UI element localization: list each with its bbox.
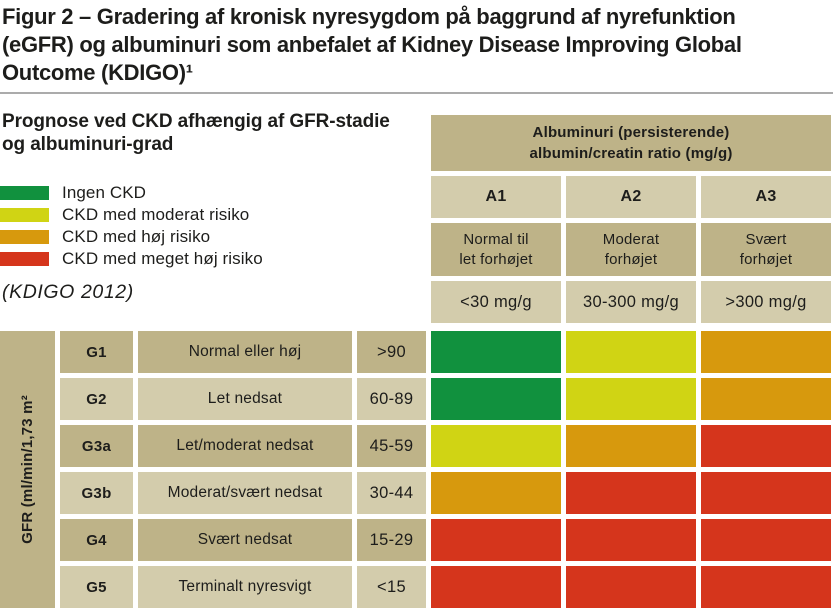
prognosis-heading-line: og albuminuri-grad: [2, 134, 174, 155]
gfr-code-g2: G2: [60, 378, 133, 420]
albuminuria-range-a2: 30-300 mg/g: [566, 281, 696, 323]
gfr-code-g3a: G3a: [60, 425, 133, 467]
legend-item: CKD med meget høj risiko: [0, 249, 263, 268]
figure-title-line: Figur 2 – Gradering af kronisk nyresygdo…: [2, 4, 736, 29]
legend-swatch-yellow: [0, 208, 49, 222]
albuminuria-description-a2: Moderat forhøjet: [566, 223, 696, 276]
legend-item: CKD med høj risiko: [0, 227, 263, 246]
albuminuria-description-line: forhøjet: [739, 250, 793, 268]
gfr-axis-label: GFR (ml/min/1,73 m²: [19, 395, 37, 544]
gfr-range-g3b: 30-44: [357, 472, 426, 514]
legend-swatch-red: [0, 252, 49, 266]
albuminuria-code-a1: A1: [431, 176, 561, 218]
risk-cell-g4-a2: [566, 519, 696, 561]
gfr-code-g5: G5: [60, 566, 133, 608]
risk-cell-g4-a3: [701, 519, 831, 561]
albuminuria-description-a1: Normal til let forhøjet: [431, 223, 561, 276]
risk-cell-g3a-a2: [566, 425, 696, 467]
risk-cell-g2-a3: [701, 378, 831, 420]
figure-title-line: (eGFR) og albuminuri som anbefalet af Ki…: [2, 32, 742, 57]
risk-cell-g3b-a1: [431, 472, 561, 514]
albuminuria-code-a3: A3: [701, 176, 831, 218]
gfr-description-g5: Terminalt nyresvigt: [138, 566, 352, 608]
prognosis-heading-line: Prognose ved CKD afhængig af GFR-stadie: [2, 111, 390, 132]
albuminuria-description-line: Normal til: [463, 230, 529, 248]
gfr-code-g1: G1: [60, 331, 133, 373]
albuminuria-range-a3: >300 mg/g: [701, 281, 831, 323]
risk-cell-g5-a2: [566, 566, 696, 608]
legend-label: CKD med moderat risiko: [62, 205, 250, 224]
legend-label: CKD med høj risiko: [62, 227, 211, 246]
albuminuria-description-line: Svært: [745, 230, 787, 248]
risk-legend: Ingen CKD CKD med moderat risiko CKD med h…: [0, 183, 263, 268]
gfr-code-g3b: G3b: [60, 472, 133, 514]
gfr-range-g1: >90: [357, 331, 426, 373]
figure-title: Figur 2 – Gradering af kronisk nyresygdo…: [2, 3, 742, 87]
gfr-risk-matrix: GFR (ml/min/1,73 m² G1 Normal eller høj >9…: [0, 331, 831, 608]
albuminuria-description-line: forhøjet: [604, 250, 658, 268]
risk-cell-g4-a1: [431, 519, 561, 561]
gfr-range-g4: 15-29: [357, 519, 426, 561]
risk-cell-g2-a1: [431, 378, 561, 420]
legend-item: CKD med moderat risiko: [0, 205, 263, 224]
legend-swatch-green: [0, 186, 49, 200]
gfr-description-g4: Svært nedsat: [138, 519, 352, 561]
risk-cell-g1-a2: [566, 331, 696, 373]
risk-cell-g3a-a3: [701, 425, 831, 467]
albuminuria-description-a3: Svært forhøjet: [701, 223, 831, 276]
albuminuria-code-a2: A2: [566, 176, 696, 218]
risk-cell-g5-a3: [701, 566, 831, 608]
risk-cell-g3b-a2: [566, 472, 696, 514]
albuminuria-header-line2: albumin/creatin ratio (mg/g): [529, 145, 733, 162]
albuminuria-range-a1: <30 mg/g: [431, 281, 561, 323]
albuminuria-description-line: let forhøjet: [459, 250, 533, 268]
gfr-description-g3a: Let/moderat nedsat: [138, 425, 352, 467]
gfr-description-g3b: Moderat/svært nedsat: [138, 472, 352, 514]
legend-item: Ingen CKD: [0, 183, 263, 202]
legend-swatch-orange: [0, 230, 49, 244]
prognosis-heading: Prognose ved CKD afhængig af GFR-stadie o…: [2, 110, 390, 156]
gfr-axis-strip: GFR (ml/min/1,73 m²: [0, 331, 55, 608]
risk-cell-g5-a1: [431, 566, 561, 608]
risk-cell-g1-a3: [701, 331, 831, 373]
figure-title-line: Outcome (KDIGO)¹: [2, 60, 193, 85]
albuminuria-description-line: Moderat: [602, 230, 660, 248]
albuminuria-header-line1: Albuminuri (persisterende): [532, 124, 730, 141]
albuminuria-header-table: Albuminuri (persisterende) albumin/creat…: [431, 115, 831, 323]
legend-label: CKD med meget høj risiko: [62, 249, 263, 268]
risk-cell-g2-a2: [566, 378, 696, 420]
albuminuria-header-cell: Albuminuri (persisterende) albumin/creat…: [431, 115, 831, 171]
gfr-range-g2: 60-89: [357, 378, 426, 420]
legend-label: Ingen CKD: [62, 183, 147, 202]
gfr-range-g3a: 45-59: [357, 425, 426, 467]
gfr-code-g4: G4: [60, 519, 133, 561]
gfr-description-g2: Let nedsat: [138, 378, 352, 420]
risk-cell-g3a-a1: [431, 425, 561, 467]
source-note: (KDIGO 2012): [2, 281, 134, 303]
risk-cell-g1-a1: [431, 331, 561, 373]
gfr-description-g1: Normal eller høj: [138, 331, 352, 373]
gfr-range-g5: <15: [357, 566, 426, 608]
horizontal-divider: [0, 92, 833, 94]
risk-cell-g3b-a3: [701, 472, 831, 514]
